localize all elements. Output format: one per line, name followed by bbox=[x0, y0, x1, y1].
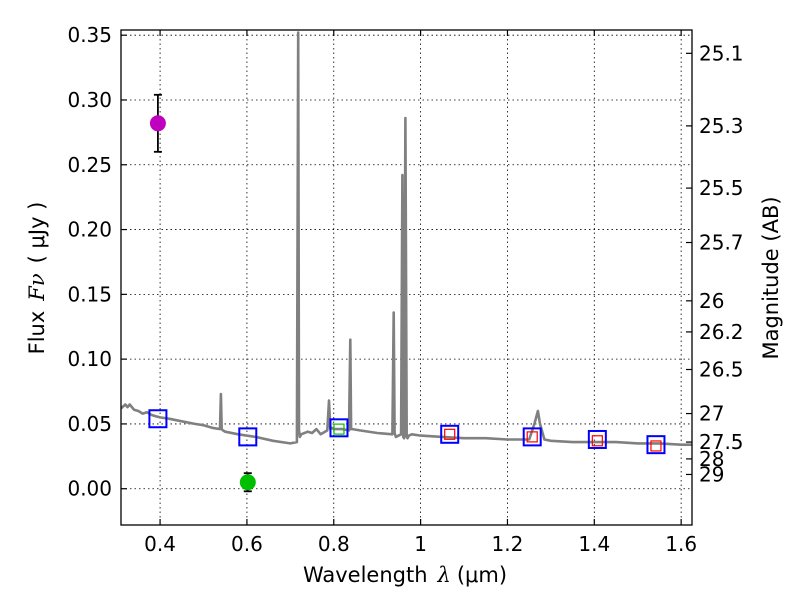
model-square-5 bbox=[587, 429, 607, 449]
y-tick-label-6: 0.30 bbox=[67, 88, 112, 112]
model-square-2 bbox=[329, 418, 349, 438]
model-square-0 bbox=[148, 409, 168, 429]
model-square-3 bbox=[440, 424, 460, 444]
y2-tick-label-9: 28 bbox=[699, 447, 724, 471]
limit-square-3 bbox=[591, 435, 603, 447]
limit-square-2 bbox=[526, 431, 538, 443]
y-tick-label-7: 0.35 bbox=[67, 23, 112, 47]
y2-axis-label: Magnitude (AB) bbox=[759, 196, 783, 359]
y2-tick-label-10: 29 bbox=[699, 462, 724, 486]
y-tick-label-5: 0.25 bbox=[67, 153, 112, 177]
y-tick-label-2: 0.10 bbox=[67, 347, 112, 371]
x-tick-label-2: 0.8 bbox=[318, 532, 350, 556]
limit-square-0 bbox=[333, 423, 345, 435]
y-tick-label-1: 0.05 bbox=[67, 412, 112, 436]
model-square-4 bbox=[522, 427, 542, 447]
y-tick-label-4: 0.20 bbox=[67, 218, 112, 242]
y-tick-label-0: 0.00 bbox=[67, 477, 112, 501]
y2-tick-label-8: 27.5 bbox=[699, 430, 744, 454]
y2-tick-label-7: 27 bbox=[699, 402, 724, 426]
x-axis-label: Wavelength λ (μm) bbox=[303, 563, 507, 587]
x-tick-label-0: 0.4 bbox=[144, 532, 176, 556]
model-square-6 bbox=[646, 435, 666, 455]
plot-area bbox=[121, 31, 692, 493]
y2-tick-label-3: 25.7 bbox=[699, 231, 744, 255]
x-tick-label-4: 1.2 bbox=[492, 532, 524, 556]
x-tick-label-5: 1.4 bbox=[578, 532, 610, 556]
grid bbox=[121, 30, 692, 525]
axes-frame bbox=[120, 29, 693, 526]
x-tick-label-6: 1.6 bbox=[665, 532, 697, 556]
y2-tick-label-4: 26 bbox=[699, 289, 724, 313]
y2-tick-label-5: 26.2 bbox=[699, 320, 744, 344]
y-tick-label-3: 0.15 bbox=[67, 282, 112, 306]
y2-tick-label-1: 25.3 bbox=[699, 114, 744, 138]
limit-square-1 bbox=[444, 428, 456, 440]
observed-point-0 bbox=[149, 115, 166, 132]
ticks: 0.4 0.6 0.8 1 1.2 1.4 1.6 0.00 0.05 0.10 0.15 0.20 0… bbox=[67, 23, 743, 556]
y2-tick-label-2: 25.5 bbox=[699, 176, 744, 200]
observed-point-1 bbox=[239, 474, 256, 491]
y2-tick-label-6: 26.5 bbox=[699, 358, 744, 382]
x-tick-label-1: 0.6 bbox=[231, 532, 263, 556]
model-square-1 bbox=[238, 427, 258, 447]
y-axis-label: FluxFν( μJy ) bbox=[25, 202, 49, 355]
x-tick-label-3: 1 bbox=[414, 532, 427, 556]
limit-square-4 bbox=[650, 440, 662, 452]
y2-tick-label-0: 25.1 bbox=[699, 41, 744, 65]
